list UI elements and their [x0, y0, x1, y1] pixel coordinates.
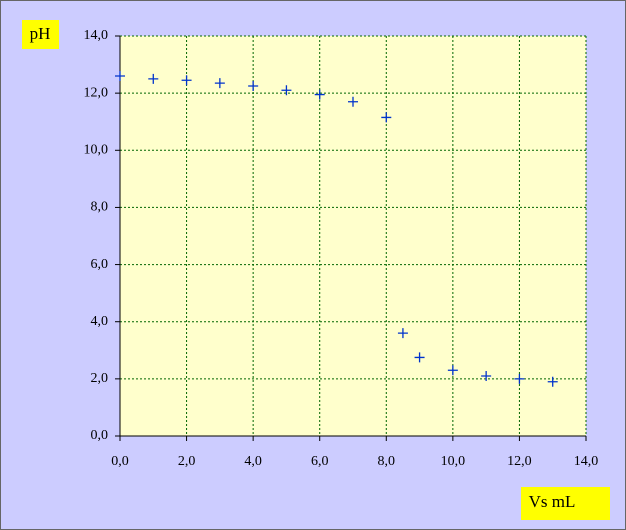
- y-tick-label: 0,0: [91, 428, 109, 443]
- data-point: [481, 371, 492, 381]
- data-point: [281, 85, 292, 96]
- y-tick-label: 2,0: [91, 371, 109, 386]
- x-tick-label: 10,0: [441, 454, 466, 469]
- y-tick-label: 10,0: [84, 143, 109, 158]
- y-axis-title: pH: [30, 24, 51, 43]
- x-title-box: [521, 487, 610, 520]
- data-point: [248, 81, 259, 91]
- y-tick-label: 6,0: [91, 257, 109, 272]
- x-tick-label: 0,0: [111, 454, 129, 469]
- y-tick-label: 12,0: [84, 85, 109, 100]
- data-point: [214, 78, 225, 89]
- y-title-box: [22, 20, 59, 49]
- x-tick-label: 8,0: [378, 454, 396, 469]
- data-point: [414, 352, 425, 363]
- data-point: [115, 71, 125, 81]
- x-tick-label: 6,0: [311, 454, 329, 469]
- y-tick-label: 14,0: [84, 28, 109, 43]
- y-tick-label: 4,0: [91, 314, 109, 329]
- x-tick-label: 14,0: [574, 454, 599, 469]
- data-point: [148, 73, 159, 84]
- data-point: [397, 328, 408, 339]
- data-point: [547, 376, 558, 387]
- data-point: [381, 112, 392, 123]
- x-tick-label: 2,0: [178, 454, 196, 469]
- x-axis-title: Vs mL: [529, 492, 576, 511]
- x-tick-label: 4,0: [244, 454, 262, 469]
- y-tick-label: 8,0: [91, 200, 109, 215]
- data-point: [447, 365, 458, 376]
- data-point: [314, 89, 325, 100]
- plot-area: [120, 36, 586, 436]
- data-point: [181, 75, 192, 86]
- x-tick-label: 12,0: [507, 454, 532, 469]
- data-point: [348, 96, 358, 107]
- data-point: [514, 373, 525, 384]
